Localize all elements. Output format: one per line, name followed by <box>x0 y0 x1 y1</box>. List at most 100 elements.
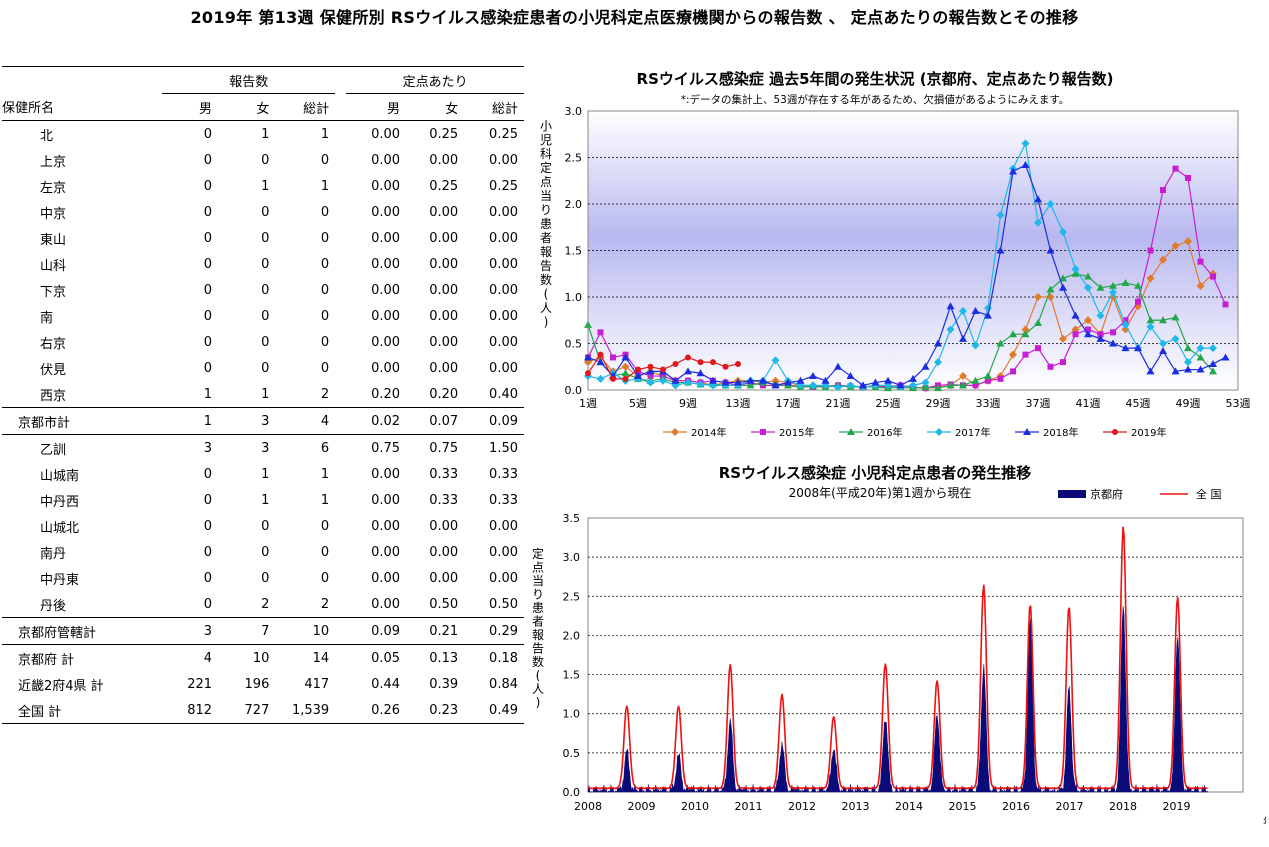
table-column-header-row: 保健所名 男 女 総計 男 女 総計 <box>2 94 524 121</box>
row-value: 1 <box>320 492 330 508</box>
row-value: 3 <box>162 434 219 461</box>
data-point <box>1112 429 1118 435</box>
data-point <box>1109 281 1117 289</box>
y-tick-label: 2.0 <box>563 629 581 642</box>
row-value: 1 <box>218 120 276 147</box>
data-point <box>759 376 767 384</box>
chart1-title: RSウイルス感染症 過去5年間の発生状況 (京都府、定点あたり報告数) <box>636 70 1114 88</box>
x-tick-label: 2014 <box>895 800 923 813</box>
gap-cell <box>335 199 346 225</box>
row-value: 0.00 <box>429 152 459 168</box>
x-tick-label: 2010 <box>681 800 709 813</box>
x-tick-label: 33週 <box>976 397 1001 410</box>
column-header: 保健所名 <box>2 101 55 117</box>
row-value: 0 <box>261 308 270 324</box>
row-value: 0.13 <box>406 644 465 671</box>
row-value: 0 <box>203 544 213 560</box>
data-point <box>1146 367 1155 375</box>
row-value: 0 <box>203 518 213 534</box>
row-value: 0.09 <box>464 407 524 435</box>
row-value: 0.00 <box>429 282 459 298</box>
row-name: 南 <box>40 310 54 326</box>
gap-cell <box>335 434 347 461</box>
y-axis-label-char: 定 <box>532 546 544 561</box>
data-point <box>684 378 692 387</box>
x-tick-label: 2008 <box>574 800 602 813</box>
report-table: 報告数 定点あたり 保健所名男女総計男女総計北 0 1 1 0.00 0.25 0.25 上京 0 0… <box>2 66 524 724</box>
group-header-counts: 報告数 <box>162 66 336 94</box>
data-point <box>884 376 892 384</box>
data-point <box>1059 334 1067 343</box>
row-value: 4 <box>162 644 219 671</box>
gap-cell <box>335 461 346 487</box>
data-point <box>1209 359 1217 367</box>
gap-cell <box>335 120 347 147</box>
y-axis-label-char: 数 <box>540 272 552 287</box>
row-name: 中丹東 <box>40 572 80 588</box>
data-point <box>984 311 992 319</box>
row-value: 0 <box>320 334 330 350</box>
data-point <box>934 358 942 367</box>
row-value: 0.00 <box>489 282 518 298</box>
y-tick-label: 0.5 <box>565 338 583 351</box>
data-point <box>1196 365 1205 373</box>
table-row: 西京 1 1 2 0.20 0.20 0.40 <box>2 381 524 408</box>
y-tick-label: 2.0 <box>565 198 583 211</box>
data-point <box>1184 365 1192 373</box>
row-value: 0.00 <box>489 544 518 560</box>
row-value: 2 <box>320 386 330 402</box>
gap-cell <box>335 671 346 697</box>
table-row: 東山 0 0 0 0.00 0.00 0.00 <box>2 225 524 251</box>
row-value: 0.00 <box>371 334 401 350</box>
data-point <box>896 381 905 389</box>
row-value: 0.00 <box>371 596 401 612</box>
y-axis-label-char: 定 <box>540 160 552 175</box>
row-value: 0.29 <box>464 617 524 645</box>
group-header-per-sentinel: 定点あたり <box>346 66 524 94</box>
x-tick-label: 9週 <box>679 397 697 410</box>
y-axis-label-char: 当 <box>540 189 552 203</box>
row-value: 0.07 <box>406 407 465 435</box>
y-axis-label-char: 数 <box>532 654 544 669</box>
data-point <box>621 369 630 377</box>
data-point <box>1047 363 1054 370</box>
row-name: 乙訓 <box>2 434 163 461</box>
row-value: 0.09 <box>346 617 407 645</box>
x-tick-label: 25週 <box>876 397 901 410</box>
data-point <box>1121 344 1130 352</box>
x-tick-label: 41週 <box>1076 397 1101 410</box>
row-name: 山城南 <box>40 468 80 484</box>
row-value: 0 <box>203 334 213 350</box>
data-point <box>597 351 604 358</box>
gap-cell <box>335 407 347 435</box>
gap-cell <box>335 66 347 94</box>
table-row: 山城南 0 1 1 0.00 0.33 0.33 <box>2 461 524 487</box>
row-value: 0 <box>261 204 270 220</box>
legend-label: 2018年 <box>1043 426 1078 439</box>
row-value: 0.33 <box>489 466 518 482</box>
y-tick-label: 3.5 <box>563 512 581 525</box>
row-value: 221 <box>187 676 213 692</box>
data-point <box>972 382 979 389</box>
row-value: 3 <box>218 407 276 435</box>
y-axis-label-char: 報 <box>540 245 552 259</box>
data-point <box>1171 241 1180 250</box>
row-value: 0 <box>203 570 213 586</box>
x-axis-label: 年 <box>1263 814 1266 828</box>
gap-cell <box>335 303 346 329</box>
row-value: 0 <box>320 204 330 220</box>
gap-cell <box>335 617 347 645</box>
legend-label-national: 全 国 <box>1196 487 1222 501</box>
row-value: 1 <box>261 492 270 508</box>
data-point <box>671 376 680 384</box>
gap-cell <box>335 565 346 591</box>
data-point <box>1034 293 1042 301</box>
y-axis-label-char: ( <box>536 669 541 683</box>
data-point <box>610 354 616 361</box>
data-point <box>985 377 991 384</box>
data-point <box>1109 339 1117 347</box>
data-point <box>1159 316 1167 324</box>
data-point <box>685 354 691 361</box>
data-point <box>735 360 741 367</box>
row-name: 右京 <box>40 336 67 352</box>
